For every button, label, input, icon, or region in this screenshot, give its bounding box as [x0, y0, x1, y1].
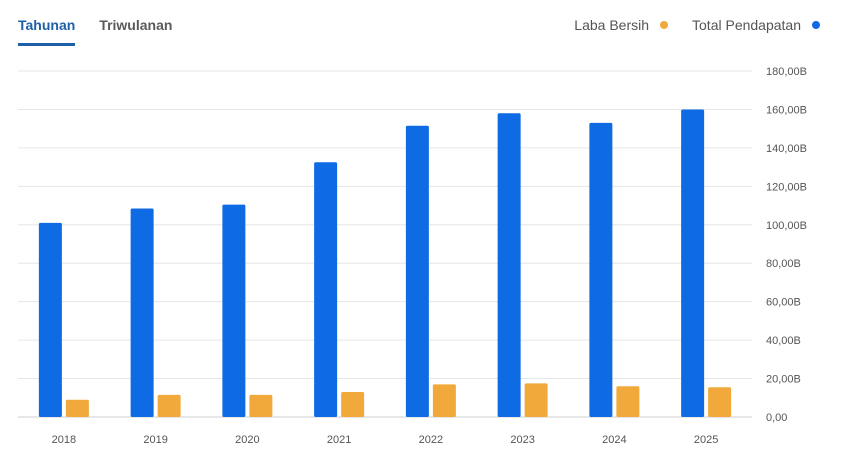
bar-laba-bersih [157, 394, 181, 417]
bar-laba-bersih [708, 387, 732, 417]
x-tick-label: 2023 [510, 434, 534, 446]
y-tick-label: 80,00B [766, 258, 801, 270]
bar-total-pendapatan [497, 113, 521, 418]
x-tick-label: 2019 [143, 434, 167, 446]
bar-laba-bersih [432, 384, 456, 417]
y-tick-label: 20,00B [766, 374, 801, 386]
bar-total-pendapatan [222, 204, 246, 417]
y-tick-label: 100,00B [766, 220, 807, 232]
bar-laba-bersih [341, 392, 365, 417]
bar-total-pendapatan [589, 122, 613, 418]
bar-laba-bersih [249, 394, 273, 417]
tab-tahunan[interactable]: Tahunan [18, 12, 76, 46]
y-tick-label: 0,00 [766, 412, 787, 424]
bar-laba-bersih [616, 386, 640, 417]
bar-total-pendapatan [681, 109, 705, 417]
legend-dot-total-pendapatan [812, 21, 820, 29]
x-tick-label: 2018 [52, 434, 76, 446]
bar-laba-bersih [524, 383, 548, 417]
y-tick-label: 180,00B [766, 66, 807, 78]
x-tick-label: 2024 [602, 434, 626, 446]
x-tick-label: 2025 [694, 434, 718, 446]
period-tabs: Tahunan Triwulanan [18, 12, 172, 46]
bar-laba-bersih [65, 399, 89, 417]
tab-triwulanan[interactable]: Triwulanan [99, 17, 173, 33]
y-tick-label: 160,00B [766, 104, 807, 116]
legend-dot-laba-bersih [660, 21, 669, 29]
y-tick-label: 140,00B [766, 143, 807, 155]
bar-total-pendapatan [314, 162, 338, 417]
x-tick-label: 2022 [419, 434, 443, 446]
y-tick-label: 40,00B [766, 335, 801, 347]
legend-item-total-pendapatan[interactable]: Total Pendapatan [692, 17, 820, 33]
legend-label-total-pendapatan: Total Pendapatan [692, 17, 801, 33]
legend-item-laba-bersih[interactable]: Laba Bersih [574, 17, 669, 33]
bar-total-pendapatan [405, 125, 429, 418]
x-tick-label: 2020 [235, 434, 259, 446]
chart-legend: Laba Bersih Total Pendapatan [574, 17, 820, 33]
bar-total-pendapatan [130, 208, 154, 417]
legend-label-laba-bersih: Laba Bersih [574, 17, 650, 33]
x-tick-label: 2021 [327, 434, 351, 446]
y-tick-label: 120,00B [766, 181, 807, 193]
bar-total-pendapatan [38, 222, 62, 417]
y-tick-label: 60,00B [766, 297, 801, 309]
